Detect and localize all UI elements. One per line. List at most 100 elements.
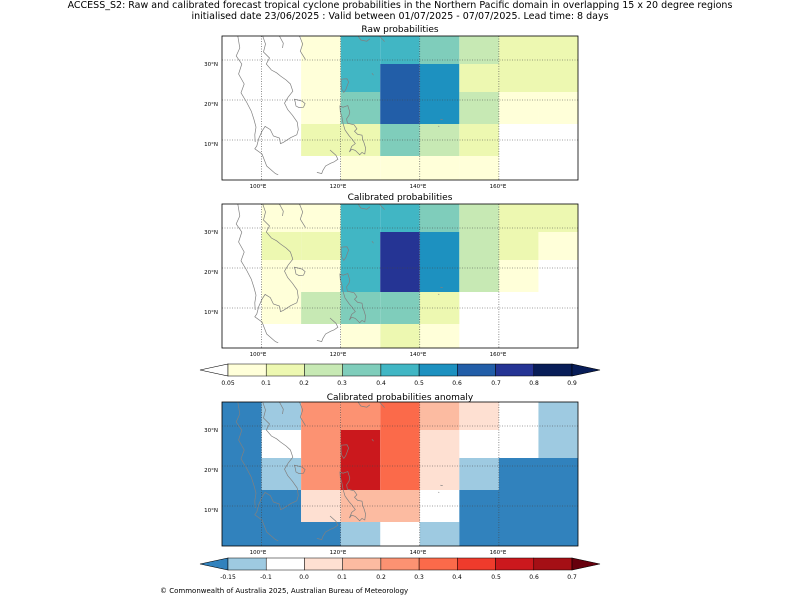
panel-anomaly: Calibrated probabilities anomaly 100°E 1… xyxy=(204,393,579,556)
coastline-segment xyxy=(438,293,440,296)
colorbar-anomaly: -0.15 -0.1 0.0 0.1 0.2 0.3 0.4 0.5 0.6 0… xyxy=(199,557,601,581)
x-tick-label: 120°E xyxy=(330,352,347,358)
heatmap-cell xyxy=(301,402,341,430)
heatmap-cell xyxy=(301,204,341,232)
x-tick-label: 120°E xyxy=(330,184,347,190)
heatmap-cell xyxy=(459,204,499,232)
coastline-segment xyxy=(438,125,440,128)
x-tick-label: 140°E xyxy=(410,550,427,556)
colorbar-tick-label: 0.0 xyxy=(299,574,309,581)
y-tick-label: 20°N xyxy=(204,270,218,276)
x-tick-label: 100°E xyxy=(250,184,267,190)
x-tick-label: 160°E xyxy=(490,550,507,556)
coastline-segment xyxy=(371,438,374,442)
heatmap-cell xyxy=(301,232,341,260)
heatmap-cell xyxy=(301,64,341,92)
coastline-segment xyxy=(254,203,299,344)
colorbar-extend-min xyxy=(199,363,229,377)
heatmap-cell xyxy=(419,156,460,180)
heatmap-cell xyxy=(340,36,381,64)
heatmap-cell xyxy=(340,92,381,124)
coastline-segment xyxy=(340,78,349,94)
heatmap-cell xyxy=(340,260,381,292)
heatmap-cell xyxy=(222,458,262,490)
y-tick-label: 20°N xyxy=(204,468,218,474)
coastline-segment xyxy=(316,317,339,343)
x-tick-label: 120°E xyxy=(330,550,347,556)
x-tick-label: 160°E xyxy=(490,184,507,190)
heatmap-cell xyxy=(459,458,499,490)
colorbar-tick-label: 0.7 xyxy=(491,380,501,387)
coastline-segment xyxy=(379,401,385,408)
colorbar-tick-label: 0.6 xyxy=(452,380,462,387)
gridlines xyxy=(222,402,578,546)
figure-title-line-1: ACCESS_S2: Raw and calibrated forecast t… xyxy=(67,0,733,11)
heatmap-cell xyxy=(459,92,499,124)
heatmap-cell xyxy=(340,324,381,348)
y-tick-label: 20°N xyxy=(204,102,218,108)
colorbar-extend-max xyxy=(571,363,601,377)
heatmap-cell xyxy=(380,36,420,64)
colorbar-tick-label: 0.5 xyxy=(414,380,424,387)
colorbar-extend-min xyxy=(199,557,229,571)
x-tick-label: 160°E xyxy=(490,352,507,358)
coastline-segment xyxy=(293,464,306,474)
coastline-segment xyxy=(254,401,299,542)
axis-ticks: 100°E 120°E 140°E 160°E 10°N 20°N 30°N xyxy=(204,428,507,556)
gridlines xyxy=(222,36,578,180)
heatmap-cell xyxy=(340,522,381,546)
heatmap-cell xyxy=(419,204,460,232)
colorbar-box xyxy=(533,363,573,377)
coastline-segment xyxy=(340,246,349,262)
colorbar-boxes xyxy=(199,557,601,571)
copyright-footer: © Commonwealth of Australia 2025, Austra… xyxy=(160,587,409,595)
heatmap-cell xyxy=(340,204,381,232)
map-frame xyxy=(221,203,579,349)
heatmap-cell xyxy=(459,156,499,180)
coastline-segment xyxy=(299,35,306,60)
coastline-segment xyxy=(235,35,257,143)
heatmap-cell xyxy=(340,458,381,490)
colorbar-box xyxy=(380,557,420,571)
heatmap-cell xyxy=(459,490,578,522)
colorbar-probability: 0.05 0.1 0.2 0.3 0.4 0.5 0.6 0.7 0.8 0.9 xyxy=(199,363,601,387)
colorbar-box xyxy=(457,557,496,571)
gridlines xyxy=(222,204,578,348)
heatmap-cell xyxy=(261,402,302,430)
heatmap-cell xyxy=(498,232,539,260)
heatmap-cell xyxy=(459,232,499,260)
heatmap-cell xyxy=(459,64,499,92)
heatmap-cell xyxy=(340,156,381,180)
coastline-segment xyxy=(254,35,299,176)
heatmap-cell xyxy=(459,260,499,292)
figure-title-line-2: initialised date 23/06/2025 : Valid betw… xyxy=(191,11,609,22)
coastline-segment xyxy=(293,266,306,276)
heatmap-cell xyxy=(419,92,460,124)
x-tick-label: 100°E xyxy=(250,550,267,556)
coastline xyxy=(235,35,443,176)
heatmap-cell xyxy=(459,36,499,64)
panel-raw: Raw probabilities 100°E 120°E 140°E 160°… xyxy=(204,25,579,190)
colorbar-tick-label: 0.4 xyxy=(376,380,386,387)
axis-ticks: 100°E 120°E 140°E 160°E 10°N 20°N 30°N xyxy=(204,230,507,358)
coastline-segment xyxy=(299,401,306,426)
heatmap-cell xyxy=(459,522,578,546)
heatmap-cell xyxy=(380,430,420,458)
heatmap-cell xyxy=(222,402,262,430)
heatmap-cell xyxy=(498,92,539,124)
coastline-segment xyxy=(339,273,366,324)
colorbar-box xyxy=(457,363,496,377)
axis-ticks: 100°E 120°E 140°E 160°E 10°N 20°N 30°N xyxy=(204,62,507,190)
heatmap-cell xyxy=(301,36,341,64)
colorbar-labels: -0.15 -0.1 0.0 0.1 0.2 0.3 0.4 0.5 0.6 0… xyxy=(220,574,577,581)
heatmap-cell xyxy=(340,64,381,92)
y-tick-label: 10°N xyxy=(204,142,218,148)
heatmap-cells xyxy=(222,402,578,546)
colorbar-tick-label: 0.3 xyxy=(414,574,424,581)
colorbar-boxes xyxy=(199,363,601,377)
heatmap-cells xyxy=(222,204,578,348)
coastline-segment xyxy=(379,203,385,210)
colorbar-box xyxy=(342,557,382,571)
coastline-segment xyxy=(357,401,371,408)
heatmap-cell xyxy=(380,324,420,348)
